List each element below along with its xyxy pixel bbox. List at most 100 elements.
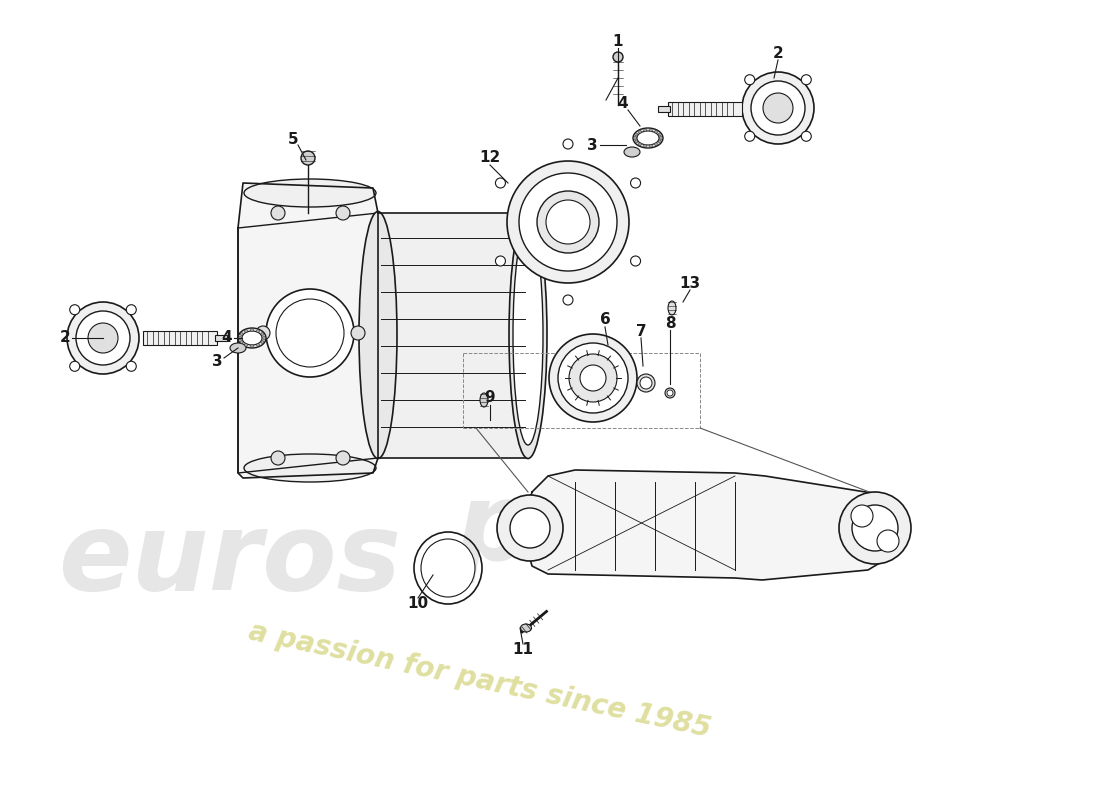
Ellipse shape <box>509 211 547 458</box>
Circle shape <box>660 137 662 139</box>
Polygon shape <box>238 183 378 478</box>
Text: 11: 11 <box>513 642 534 658</box>
Ellipse shape <box>580 365 606 391</box>
Circle shape <box>801 131 812 142</box>
Ellipse shape <box>763 93 793 123</box>
Polygon shape <box>238 213 378 473</box>
Text: pa: pa <box>454 477 605 583</box>
Ellipse shape <box>519 173 617 271</box>
Circle shape <box>630 256 640 266</box>
Ellipse shape <box>666 388 675 398</box>
Circle shape <box>336 451 350 465</box>
Ellipse shape <box>558 343 628 413</box>
Text: 2: 2 <box>772 46 783 62</box>
Circle shape <box>635 140 638 143</box>
Ellipse shape <box>421 539 475 597</box>
Text: 13: 13 <box>680 277 701 291</box>
Circle shape <box>630 178 640 188</box>
Circle shape <box>69 362 79 371</box>
Ellipse shape <box>569 354 617 402</box>
Ellipse shape <box>624 147 640 157</box>
Circle shape <box>563 295 573 305</box>
Circle shape <box>495 178 506 188</box>
Text: 4: 4 <box>222 330 232 346</box>
Circle shape <box>69 305 79 314</box>
Circle shape <box>256 343 260 346</box>
Circle shape <box>256 330 260 333</box>
Circle shape <box>126 305 136 314</box>
Ellipse shape <box>244 454 376 482</box>
Circle shape <box>271 206 285 220</box>
Circle shape <box>801 74 812 85</box>
Bar <box>668 102 742 116</box>
Ellipse shape <box>613 52 623 62</box>
Ellipse shape <box>667 390 673 396</box>
Ellipse shape <box>637 131 659 145</box>
Circle shape <box>649 144 652 147</box>
Ellipse shape <box>549 334 637 422</box>
Ellipse shape <box>67 302 139 374</box>
Ellipse shape <box>742 72 814 144</box>
Polygon shape <box>378 213 528 458</box>
Circle shape <box>745 74 755 85</box>
Text: 9: 9 <box>485 390 495 406</box>
Circle shape <box>263 337 265 339</box>
Ellipse shape <box>513 225 543 445</box>
Text: euros: euros <box>58 507 402 613</box>
Circle shape <box>336 206 350 220</box>
Circle shape <box>251 345 253 347</box>
Circle shape <box>240 333 243 335</box>
Circle shape <box>563 139 573 149</box>
Ellipse shape <box>537 191 600 253</box>
Ellipse shape <box>632 128 663 148</box>
Circle shape <box>244 330 248 333</box>
Text: res: res <box>604 457 795 563</box>
Circle shape <box>745 131 755 142</box>
Text: 10: 10 <box>407 597 429 611</box>
Polygon shape <box>527 470 902 580</box>
Text: 4: 4 <box>618 97 628 111</box>
Circle shape <box>644 129 647 132</box>
Ellipse shape <box>244 179 376 207</box>
Circle shape <box>271 451 285 465</box>
Circle shape <box>256 326 270 340</box>
Circle shape <box>852 505 898 551</box>
Ellipse shape <box>242 331 262 345</box>
Circle shape <box>497 495 563 561</box>
Ellipse shape <box>301 151 315 165</box>
Circle shape <box>126 362 136 371</box>
Circle shape <box>658 140 661 143</box>
Circle shape <box>634 137 637 139</box>
Text: 3: 3 <box>586 138 597 153</box>
Circle shape <box>244 343 248 346</box>
Circle shape <box>239 337 242 339</box>
Circle shape <box>654 142 658 146</box>
Circle shape <box>261 333 264 335</box>
Text: 7: 7 <box>636 325 647 339</box>
Ellipse shape <box>546 200 590 244</box>
Ellipse shape <box>640 377 652 389</box>
Ellipse shape <box>520 624 531 632</box>
Circle shape <box>251 329 253 331</box>
Circle shape <box>644 144 647 147</box>
Circle shape <box>658 133 661 136</box>
Bar <box>143 331 217 345</box>
Circle shape <box>638 142 641 146</box>
Circle shape <box>240 341 243 343</box>
Text: 5: 5 <box>288 131 298 146</box>
Text: 8: 8 <box>664 317 675 331</box>
Circle shape <box>654 130 658 134</box>
Ellipse shape <box>76 311 130 365</box>
Ellipse shape <box>507 161 629 283</box>
Circle shape <box>877 530 899 552</box>
Circle shape <box>261 341 264 343</box>
Circle shape <box>851 505 873 527</box>
Circle shape <box>649 129 652 132</box>
Ellipse shape <box>359 211 397 458</box>
Text: 1: 1 <box>613 34 624 50</box>
Circle shape <box>351 326 365 340</box>
Text: 3: 3 <box>211 354 222 370</box>
Ellipse shape <box>238 328 266 348</box>
Ellipse shape <box>88 323 118 353</box>
Ellipse shape <box>266 289 354 377</box>
